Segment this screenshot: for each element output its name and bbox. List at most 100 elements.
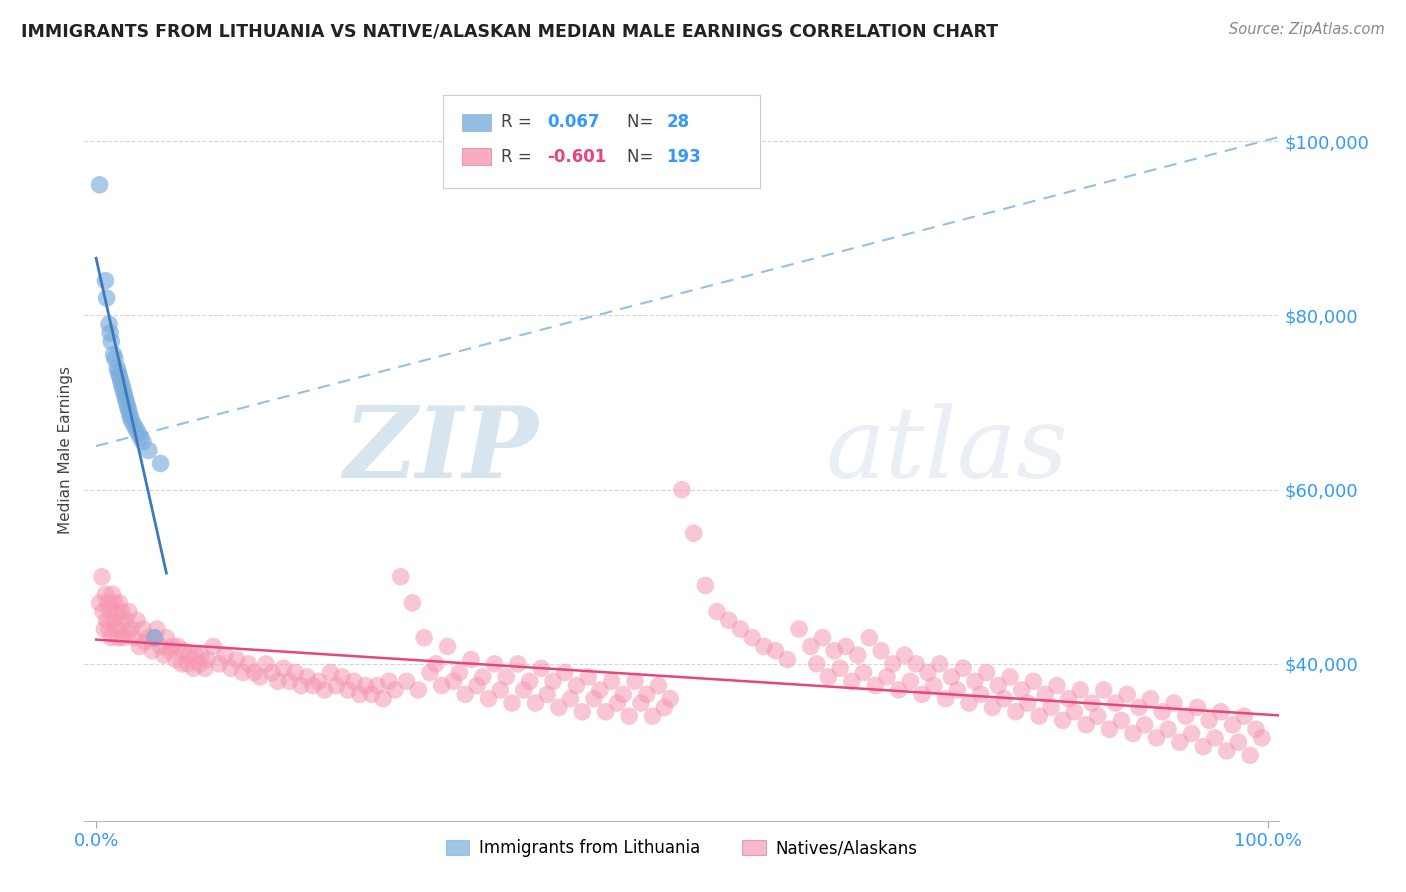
Point bbox=[1146, 731, 1168, 745]
Point bbox=[225, 652, 247, 666]
Point bbox=[97, 596, 120, 610]
Point bbox=[430, 679, 453, 693]
Point bbox=[436, 640, 458, 654]
Point bbox=[1033, 687, 1056, 701]
Point bbox=[695, 578, 717, 592]
Point bbox=[858, 631, 880, 645]
Point bbox=[530, 661, 553, 675]
Point bbox=[600, 674, 623, 689]
Point bbox=[159, 644, 181, 658]
Point bbox=[1198, 714, 1220, 728]
Point bbox=[1174, 709, 1197, 723]
Point bbox=[846, 648, 869, 662]
Point bbox=[1104, 696, 1126, 710]
Point bbox=[817, 670, 839, 684]
Point bbox=[104, 351, 127, 366]
Point bbox=[165, 652, 187, 666]
Point bbox=[100, 631, 122, 645]
Point bbox=[112, 387, 135, 401]
Point bbox=[94, 274, 117, 288]
Point bbox=[122, 417, 145, 432]
Point bbox=[612, 687, 634, 701]
Point bbox=[254, 657, 277, 671]
Point bbox=[1157, 722, 1180, 736]
Point bbox=[91, 605, 114, 619]
Point bbox=[111, 605, 134, 619]
Point bbox=[419, 665, 441, 680]
Point bbox=[654, 700, 676, 714]
Point bbox=[1227, 735, 1250, 749]
Point bbox=[243, 665, 266, 680]
Point bbox=[659, 691, 682, 706]
Point bbox=[624, 674, 647, 689]
Point bbox=[103, 613, 125, 627]
Point bbox=[314, 683, 336, 698]
Point bbox=[1092, 683, 1115, 698]
Point bbox=[378, 674, 401, 689]
Point bbox=[630, 696, 652, 710]
Point bbox=[565, 679, 588, 693]
Text: N=: N= bbox=[627, 113, 658, 131]
Point bbox=[1052, 714, 1074, 728]
Point bbox=[647, 679, 669, 693]
Point bbox=[425, 657, 447, 671]
Point bbox=[141, 644, 163, 658]
Point bbox=[117, 626, 139, 640]
Point bbox=[110, 617, 132, 632]
Point bbox=[260, 665, 283, 680]
Point bbox=[1122, 726, 1144, 740]
Point bbox=[571, 705, 593, 719]
Point bbox=[495, 670, 517, 684]
Point bbox=[506, 657, 529, 671]
Point bbox=[706, 605, 728, 619]
Point bbox=[190, 648, 212, 662]
Point bbox=[1076, 718, 1098, 732]
Point bbox=[149, 640, 172, 654]
Text: atlas: atlas bbox=[825, 403, 1069, 498]
Point bbox=[1222, 718, 1244, 732]
Point bbox=[830, 661, 852, 675]
Point bbox=[636, 687, 658, 701]
Point bbox=[1216, 744, 1239, 758]
Point bbox=[110, 374, 132, 388]
Point bbox=[1057, 691, 1080, 706]
Point bbox=[1046, 679, 1069, 693]
Point bbox=[935, 691, 957, 706]
Point bbox=[170, 657, 193, 671]
Point bbox=[184, 648, 207, 662]
Point bbox=[1022, 674, 1045, 689]
Text: Source: ZipAtlas.com: Source: ZipAtlas.com bbox=[1229, 22, 1385, 37]
Point bbox=[100, 334, 122, 349]
Point bbox=[963, 674, 986, 689]
Point bbox=[554, 665, 576, 680]
Point bbox=[1152, 705, 1174, 719]
Point bbox=[471, 670, 494, 684]
Point bbox=[993, 691, 1015, 706]
Point bbox=[89, 178, 111, 192]
Point bbox=[114, 391, 136, 405]
Point bbox=[360, 687, 382, 701]
Point bbox=[595, 705, 617, 719]
Point bbox=[167, 640, 190, 654]
Point bbox=[806, 657, 828, 671]
Point bbox=[957, 696, 980, 710]
Point bbox=[122, 631, 145, 645]
Point bbox=[162, 640, 183, 654]
Point bbox=[132, 622, 155, 636]
Point bbox=[1192, 739, 1215, 754]
Point bbox=[132, 434, 155, 449]
Point bbox=[111, 378, 134, 392]
Point bbox=[302, 679, 325, 693]
Point bbox=[905, 657, 928, 671]
Point bbox=[408, 683, 430, 698]
Point bbox=[489, 683, 512, 698]
Point bbox=[202, 640, 225, 654]
Point bbox=[1133, 718, 1156, 732]
Point bbox=[155, 631, 177, 645]
Point bbox=[619, 709, 641, 723]
Point bbox=[117, 400, 139, 414]
Point bbox=[373, 691, 395, 706]
Point bbox=[1111, 714, 1133, 728]
Point bbox=[1233, 709, 1256, 723]
Point bbox=[1128, 700, 1150, 714]
